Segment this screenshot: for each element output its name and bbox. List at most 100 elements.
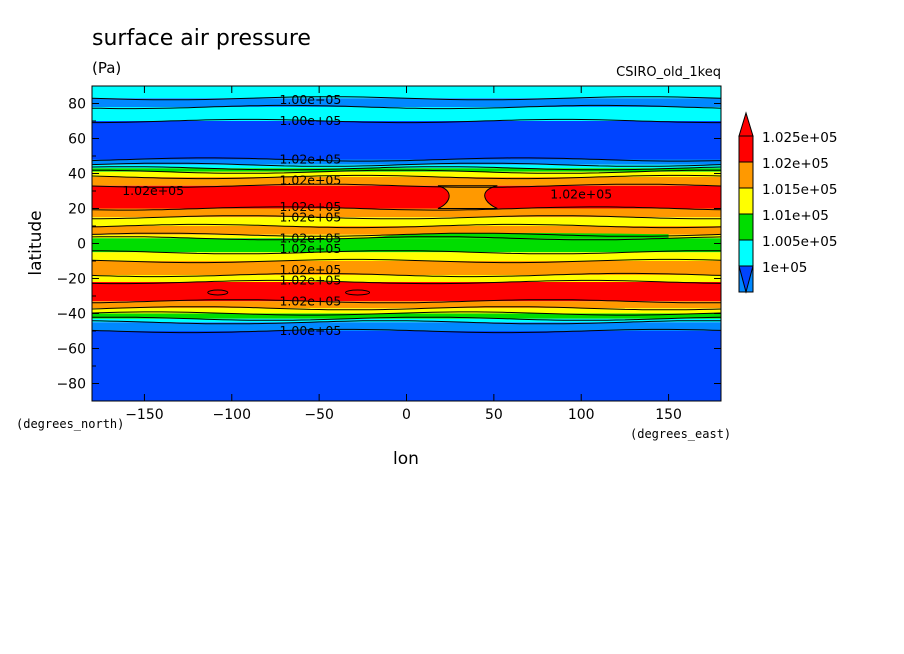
plot-area: 1.00e+051.00e+051.02e+051.02e+051.02e+05… — [92, 86, 721, 401]
band-3 — [92, 121, 721, 160]
colorbar-label-1: 1.02e+05 — [762, 156, 829, 172]
colorbar-under-arrow — [738, 265, 754, 294]
contour-line-8 — [92, 183, 721, 188]
colorbar-label-4: 1.005e+05 — [762, 234, 837, 250]
band-18 — [92, 282, 721, 302]
contour-line-1 — [92, 104, 721, 110]
contour-line-4 — [92, 162, 721, 167]
high-cell-south-2 — [345, 289, 371, 296]
contour-line-2 — [92, 118, 721, 124]
contour-label-0: 1.00e+05 — [279, 92, 341, 107]
band-1 — [92, 98, 721, 107]
band-9 — [92, 185, 721, 209]
contour-line-7 — [92, 174, 721, 180]
contour-line-19 — [92, 306, 721, 311]
contour-label-12: 1.02e+05 — [279, 293, 341, 308]
colorbar-cell-1 — [738, 161, 754, 189]
contour-line-13 — [92, 236, 721, 241]
band-17 — [92, 275, 721, 282]
y-tick-label-1: −60 — [56, 342, 86, 358]
contour-line-6 — [92, 169, 721, 174]
colorbar-label-5: 1e+05 — [762, 260, 807, 276]
y-tick-label-2: −40 — [56, 307, 86, 323]
contour-label-13: 1.00e+05 — [279, 323, 341, 338]
y-tick-label-3: −20 — [56, 272, 86, 288]
band-10 — [92, 208, 721, 218]
contour-label-4: 1.02e+05 — [122, 183, 184, 198]
y-tick-label-4: 0 — [77, 237, 86, 253]
band-2 — [92, 107, 721, 121]
contour-lines — [92, 96, 721, 334]
y-tick-label-0: −80 — [56, 377, 86, 393]
contour-labels: 1.00e+051.00e+051.02e+051.02e+051.02e+05… — [122, 92, 612, 338]
band-15 — [92, 252, 721, 261]
band-4 — [92, 159, 721, 165]
contour-label-7: 1.02e+05 — [279, 209, 341, 224]
band-16 — [92, 261, 721, 275]
chart-title: surface air pressure — [92, 26, 311, 51]
x-axis-ticks: −150 −100 −50 0 50 100 150 — [125, 86, 682, 423]
contour-label-5: 1.02e+05 — [550, 187, 612, 202]
colorbar-labels: 1.025e+05 1.02e+05 1.015e+05 1.01e+05 1.005e… — [762, 130, 837, 276]
band-5 — [92, 164, 721, 169]
band-8 — [92, 177, 721, 186]
chart-units: (Pa) — [92, 59, 121, 77]
band-20 — [92, 308, 721, 314]
band-12 — [92, 226, 721, 235]
band-7 — [92, 171, 721, 177]
band-11 — [92, 217, 721, 226]
model-name: CSIRO_old_1keq — [616, 65, 721, 80]
x-unit-label: (degrees_east) — [630, 427, 731, 441]
contour-label-6: 1.02e+05 — [279, 199, 341, 214]
contour-line-12 — [92, 232, 721, 237]
contour-line-14 — [92, 250, 721, 255]
y-axis-title: latitude — [26, 210, 46, 275]
contour-label-1: 1.00e+05 — [279, 113, 341, 128]
contour-line-20 — [92, 311, 721, 316]
contour-line-23 — [92, 328, 721, 334]
contour-line-18 — [92, 299, 721, 304]
band-14 — [92, 238, 721, 253]
contour-label-3: 1.02e+05 — [279, 173, 341, 188]
y-tick-label-8: 80 — [68, 97, 86, 113]
x-tick-label-4: 50 — [485, 407, 503, 423]
colorbar-cell-3 — [738, 213, 754, 241]
y-unit-label: (degrees_north) — [16, 417, 124, 431]
x-tick-label-5: 100 — [568, 407, 595, 423]
contour-label-8: 1.02e+05 — [279, 230, 341, 245]
contour-line-22 — [92, 320, 721, 325]
contour-label-10: 1.02e+05 — [279, 262, 341, 277]
band-23 — [92, 322, 721, 331]
colorbar-cell-2 — [738, 187, 754, 215]
contour-line-5 — [92, 166, 721, 171]
y-tick-label-7: 60 — [68, 132, 86, 148]
contour-line-17 — [92, 279, 721, 285]
contour-label-11: 1.02e+05 — [279, 272, 341, 287]
y-tick-label-5: 20 — [68, 202, 86, 218]
x-tick-label-2: −50 — [304, 407, 334, 423]
contour-line-3 — [92, 157, 721, 162]
contour-line-11 — [92, 223, 721, 229]
colorbar-cell-0 — [738, 135, 754, 163]
colorbar-label-0: 1.025e+05 — [762, 130, 837, 146]
y-axis-ticks: −80 −60 −40 −20 0 20 40 60 80 — [56, 85, 721, 402]
band-24 — [92, 331, 721, 401]
orange-gap-north — [437, 185, 498, 209]
colorbar-label-2: 1.015e+05 — [762, 182, 837, 198]
contour-line-15 — [92, 258, 721, 264]
x-axis-title: lon — [393, 449, 419, 469]
colorbar-over-arrow — [738, 111, 754, 137]
high-cell-south-1 — [207, 289, 229, 296]
contour-label-9: 1.02e+05 — [279, 241, 341, 256]
pressure-high-cells — [207, 185, 669, 296]
colorbar-label-3: 1.01e+05 — [762, 208, 829, 224]
band-19 — [92, 301, 721, 309]
contour-line-9 — [92, 206, 721, 211]
x-tick-label-6: 150 — [655, 407, 682, 423]
contour-line-16 — [92, 272, 721, 278]
band-21 — [92, 313, 721, 319]
x-tick-label-0: −150 — [125, 407, 163, 423]
contour-label-2: 1.02e+05 — [279, 152, 341, 167]
colorbar-cell-4 — [738, 239, 754, 267]
